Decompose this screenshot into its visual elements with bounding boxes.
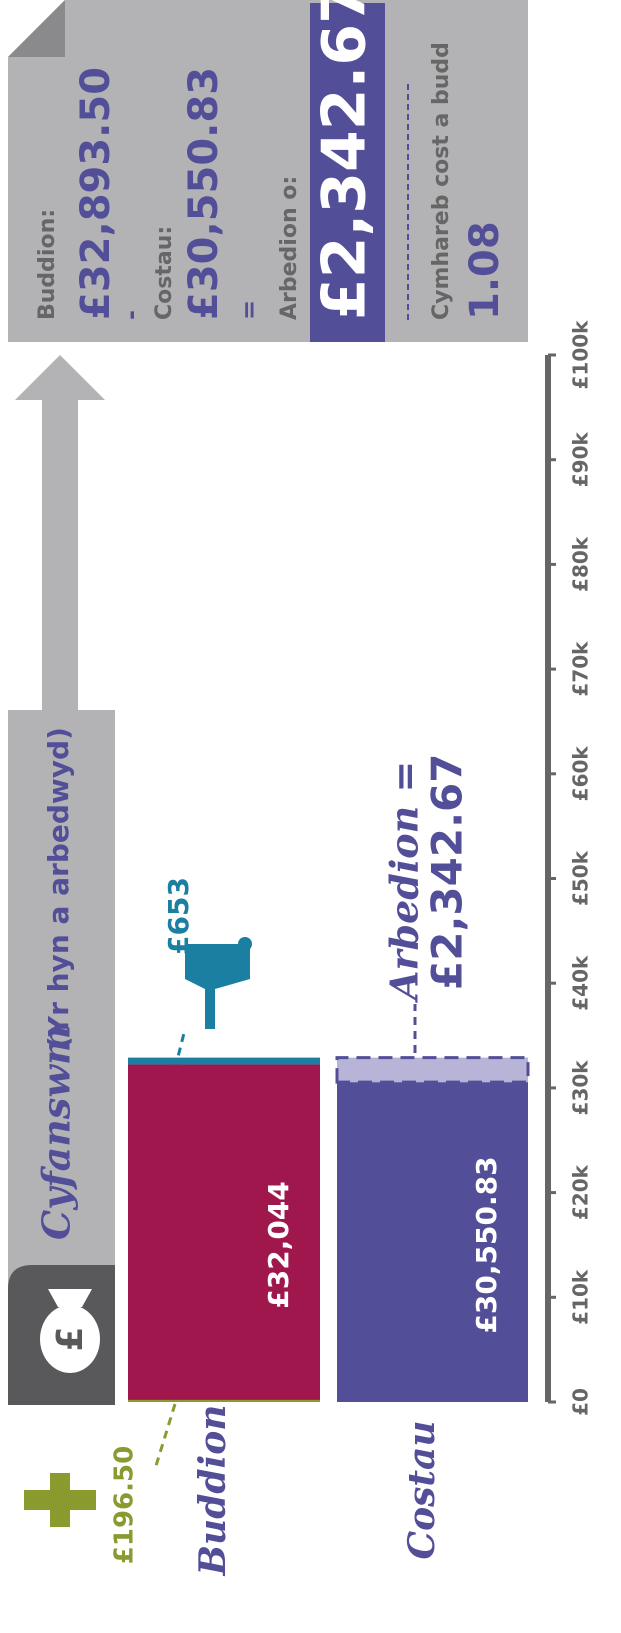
value-label: £32,044	[262, 1181, 295, 1309]
y-tick-label: £60k	[569, 746, 593, 802]
value-label: £2,342.67	[423, 754, 472, 990]
summary-value: 1.08	[462, 221, 508, 320]
summary-label: Costau:	[152, 226, 177, 320]
y-tick-label: £70k	[569, 641, 593, 697]
rotated-layout: £ Cyfanswm (Yr hyn a arbedwyd) Buddion: …	[8, 0, 593, 1576]
pill-icon	[238, 937, 252, 951]
summary-operator: =	[235, 300, 263, 320]
bar-segment	[335, 1056, 530, 1084]
y-tick-label: £50k	[569, 850, 593, 906]
y-tick-label: £100k	[569, 320, 593, 390]
summary-value: £32,893.50	[73, 67, 119, 320]
summary-label: Cymhareb cost a budd	[429, 42, 454, 320]
bar-segment	[337, 1082, 528, 1402]
chart-subtitle: (Yr hyn a arbedwyd)	[42, 727, 75, 1049]
value-label: £196.50	[110, 1446, 140, 1564]
y-tick-label: £80k	[569, 536, 593, 592]
y-tick-label: £30k	[569, 1060, 593, 1116]
summary-saving: £2,342.67	[310, 0, 380, 320]
arrow-head	[15, 355, 105, 400]
saving-highlight	[310, 3, 385, 342]
bottle-icon	[185, 944, 250, 1029]
bar-segment	[128, 1064, 320, 1400]
badge-text: £	[50, 1326, 91, 1351]
summary-value: £30,550.83	[181, 67, 227, 320]
summary-panel	[8, 0, 528, 342]
category-label: Costau	[401, 1420, 443, 1559]
summary-label: Arbedion o:	[277, 176, 302, 320]
value-label: £30,550.83	[470, 1156, 503, 1333]
y-tick-label: £40k	[569, 955, 593, 1011]
annotation: Arbedion =	[382, 761, 427, 1003]
pill-icon	[232, 961, 248, 977]
value-label: £653	[162, 877, 195, 955]
plus-icon	[24, 1490, 96, 1510]
summary-operator: -	[117, 310, 145, 320]
money-bag-neck	[48, 1289, 92, 1307]
y-tick-label: £10k	[569, 1269, 593, 1325]
y-tick-label: £20k	[569, 1164, 593, 1220]
bar-segment	[128, 1057, 320, 1065]
summary-label: Buddion:	[35, 209, 60, 320]
title-band	[8, 710, 115, 1405]
y-tick-label: £90k	[569, 431, 593, 487]
chart-title: Cyfanswm	[34, 1025, 79, 1240]
bar-segment	[128, 1399, 320, 1402]
arrow-shaft	[42, 400, 78, 710]
category-label: Buddion	[192, 1405, 234, 1577]
y-tick-label: £0	[569, 1388, 593, 1416]
money-bag	[40, 1305, 100, 1373]
pointer	[153, 1403, 177, 1470]
folded-corner	[8, 0, 65, 57]
